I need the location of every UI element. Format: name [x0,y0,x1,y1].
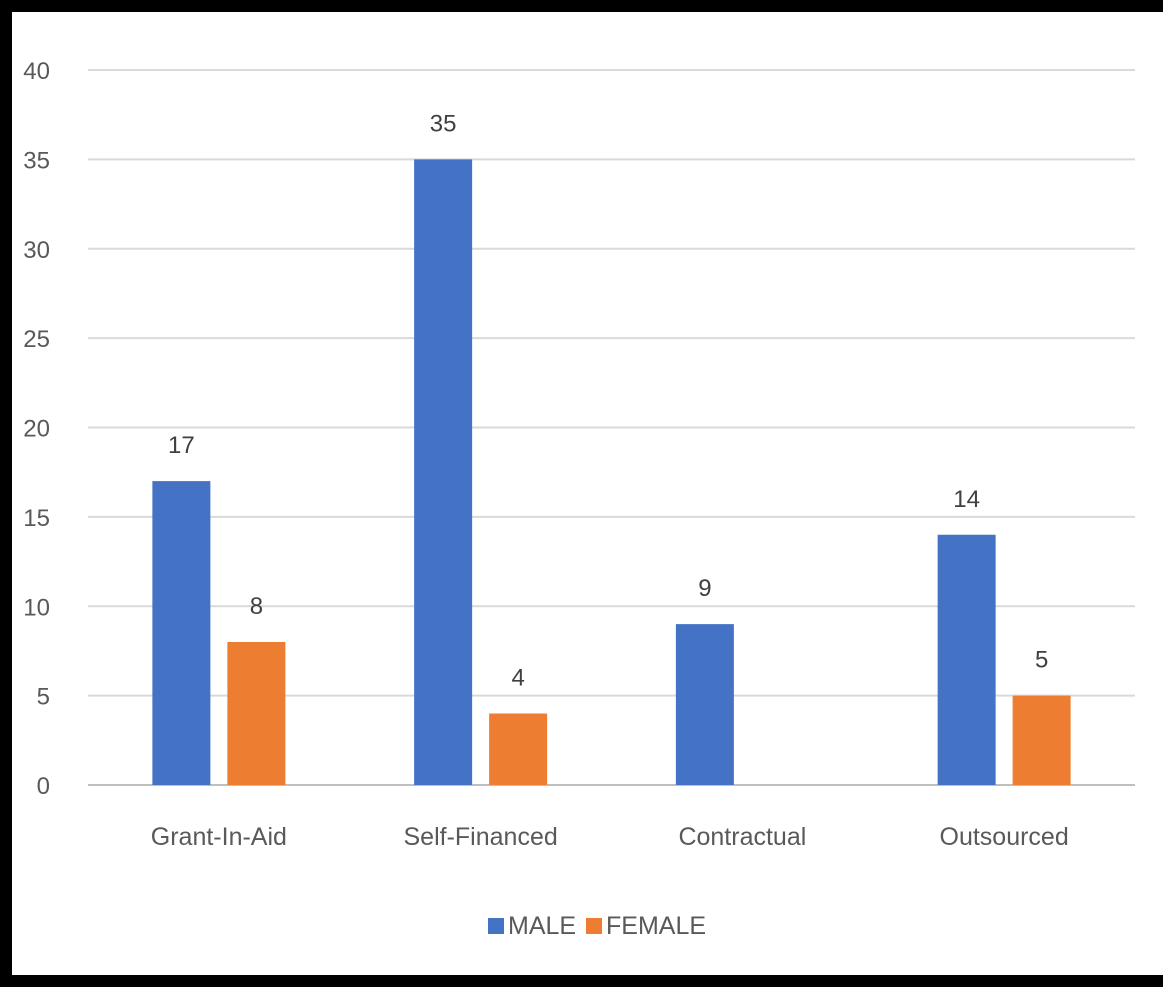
data-label: 9 [698,575,711,602]
legend-label-female: FEMALE [606,912,706,940]
bar-female [227,642,286,785]
data-label: 17 [168,432,195,459]
y-tick-label: 35 [23,147,50,174]
legend-swatch-male [488,918,504,934]
data-label: 14 [953,486,980,513]
bar-male [152,481,211,785]
bar-female [1012,695,1071,785]
y-tick-label: 20 [23,416,50,443]
bars [152,159,1071,785]
data-label: 8 [250,593,263,620]
x-tick-label: Self-Financed [404,823,558,851]
x-tick-label: Grant-In-Aid [151,823,287,851]
y-tick-label: 5 [37,684,50,711]
data-label: 35 [430,110,457,137]
data-label: 5 [1035,647,1048,674]
bar-male [414,159,473,785]
x-axis: Grant-In-Aid Self-Financed Contractual Outs… [151,823,1069,851]
y-tick-label: 0 [37,773,50,800]
y-tick-label: 15 [23,505,50,532]
x-tick-label: Contractual [678,823,806,851]
legend-label-male: MALE [508,912,576,940]
bar-female [489,713,548,785]
y-tick-label: 10 [23,594,50,621]
data-label: 4 [511,665,524,692]
bar-male [937,534,996,785]
x-tick-label: Outsourced [940,823,1069,851]
bar-male [675,624,734,785]
legend: MALE FEMALE [488,912,706,940]
y-tick-label: 30 [23,237,50,264]
data-labels: 17 8 35 4 9 14 5 [168,110,1048,691]
y-axis: 0 5 10 15 20 25 30 35 40 [23,58,50,800]
y-tick-label: 40 [23,58,50,85]
y-tick-label: 25 [23,326,50,353]
legend-swatch-female [586,918,602,934]
